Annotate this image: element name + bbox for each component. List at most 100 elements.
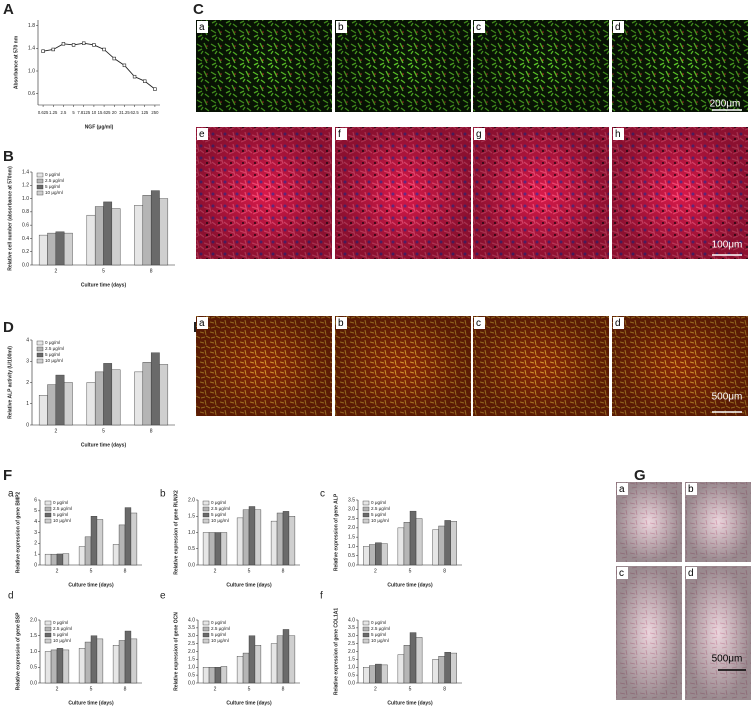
bar [103,201,113,266]
data-point [132,74,137,79]
bar [282,511,290,566]
bar [432,529,439,566]
panel-label: G [634,467,646,484]
legend-swatch [36,352,44,358]
bar [381,543,388,566]
legend-swatch [36,184,44,190]
bar [62,553,70,566]
y-tick-label: 4.0 [348,617,355,623]
data-point [122,63,127,68]
y-tick-label: 1.4 [28,46,35,52]
y-tick-label: 2.0 [30,617,37,623]
legend-swatch [362,632,370,638]
image-label: b [688,484,694,495]
bar [55,374,65,426]
legend-label: 10 μg/ml [211,518,229,523]
image-label-box [474,128,485,140]
fluorescence-image-shade [473,20,609,112]
y-tick-label: 0.6 [22,222,29,228]
scale-bar-label: 100μm [712,240,743,251]
x-tick-label: 8 [124,686,127,692]
bar [282,629,290,684]
x-tick-label: 8 [150,428,153,434]
image-label: b [338,22,344,33]
bar [56,648,64,684]
bar [142,195,152,266]
staining-image-shade [335,316,471,416]
x-tick-label: 5 [102,428,105,434]
legend-label: 0 μg/ml [371,500,386,505]
legend-swatch [36,172,44,178]
bar [112,544,120,566]
legend-swatch [362,500,370,506]
fluorescence-image-shade [196,20,332,112]
bar [94,371,104,426]
bar [432,659,439,684]
data-point [71,43,76,47]
x-tick-label: 5 [102,268,105,274]
bar [363,546,370,566]
x-tick-label: 15.625 [98,110,111,115]
legend-label: 2.5 μg/ml [371,626,390,631]
y-tick-label: 0.5 [30,665,37,671]
bar [150,352,160,426]
legend-label: 2.5 μg/ml [211,626,230,631]
legend-swatch [44,626,52,632]
y-tick-label: 0.4 [22,236,29,242]
bar [236,656,244,684]
bar [78,648,86,684]
bar [50,553,58,566]
x-tick-label: 2 [54,428,57,434]
y-tick-label: 0.5 [188,672,195,678]
x-tick-label: 8 [150,268,153,274]
x-tick-label: 31.25 [119,110,130,115]
bar [444,520,451,566]
y-axis-label: Relative expression of gene ALP [333,493,339,571]
x-tick-label: 1.25 [49,110,58,115]
legend-label: 2.5 μg/ml [211,506,230,511]
bar [124,630,132,684]
legend-label: 2.5 μg/ml [53,506,72,511]
fluorescence-image-shade [612,20,748,112]
y-tick-label: 0.0 [188,680,195,686]
sub-label: b [160,489,166,500]
y-tick-label: 2.5 [188,641,195,647]
image-label: g [476,129,482,140]
image-label: c [476,318,481,329]
y-tick-label: 4.0 [188,617,195,623]
legend-swatch [362,620,370,626]
legend-label: 5 μg/ml [45,184,60,189]
bar [159,364,169,426]
y-axis-label: Relative cell number (absorbance at 570n… [7,166,13,271]
legend-label: 2.5 μg/ml [371,506,390,511]
bar [103,363,113,426]
bar [202,667,210,684]
legend-label: 10 μg/ml [371,638,389,643]
y-tick-label: 2.0 [348,525,355,531]
bar [369,544,376,566]
x-tick-label: 125 [141,110,149,115]
y-tick-label: 1.5 [188,514,195,520]
bar [55,231,65,266]
legend-label: 5 μg/ml [53,632,68,637]
bar [415,637,423,684]
y-axis-label: Relative expression of gene OCN [173,612,179,691]
x-tick-label: 250 [151,110,159,115]
x-tick-label: 10 [92,110,97,115]
staining-image-shade [612,316,748,416]
bar [90,635,98,684]
y-axis-label: Relative ALP activity (U/100ml) [7,346,13,419]
x-tick-label: 2 [214,568,217,574]
legend-swatch [202,638,210,644]
bar [86,382,96,426]
staining-image-shade [196,316,332,416]
y-tick-label: 3.0 [188,633,195,639]
x-tick-label: 2 [54,268,57,274]
bar [415,518,423,566]
bar [276,512,284,566]
x-tick-label: 5 [409,686,412,692]
bar [44,553,52,566]
bar [94,206,104,266]
bar [111,208,121,266]
y-tick-label: 1.8 [28,23,35,29]
